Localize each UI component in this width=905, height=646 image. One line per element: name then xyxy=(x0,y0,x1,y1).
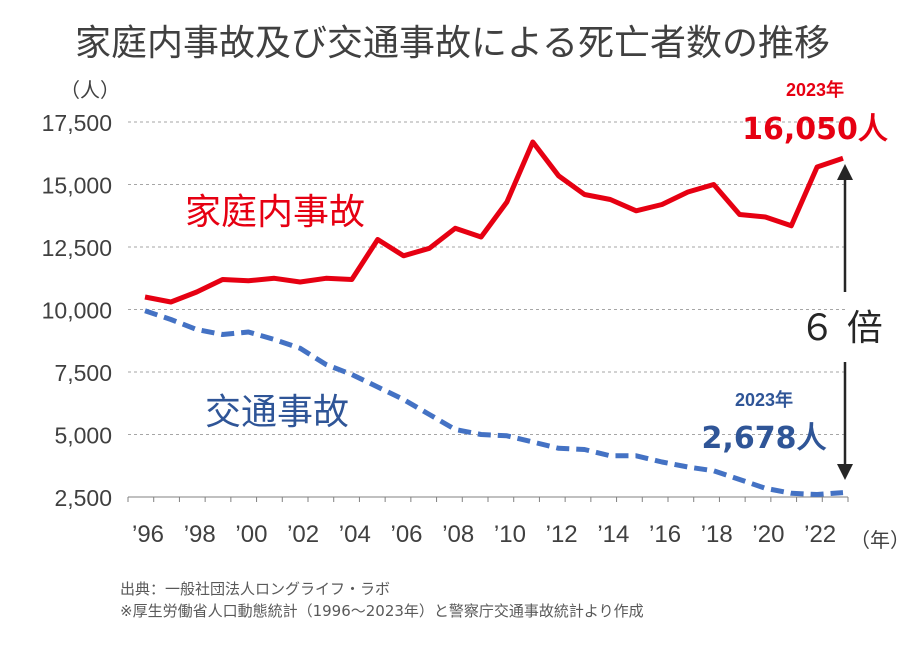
y-axis-unit: （人） xyxy=(60,78,120,102)
x-tick-label: ’98 xyxy=(184,521,216,548)
y-tick-label: 2,500 xyxy=(54,485,112,511)
x-tick-label: ’20 xyxy=(752,521,784,548)
home-annotation-value: 16,050人 xyxy=(742,112,888,147)
chart-title: 家庭内事故及び交通事故による死亡者数の推移 xyxy=(75,23,830,64)
x-tick-label: ’18 xyxy=(701,521,733,548)
ratio-arrowhead-up xyxy=(837,164,853,180)
series-line-home xyxy=(144,139,844,305)
y-tick-label: 5,000 xyxy=(54,423,112,449)
x-tick-label: ’08 xyxy=(442,521,474,548)
series-label-home: 家庭内事故 xyxy=(185,192,365,233)
ratio-label: ６ 倍 xyxy=(799,308,882,349)
x-tick-label: ’22 xyxy=(804,521,836,548)
home-annotation-year: 2023年 xyxy=(786,79,844,100)
x-tick-label: ’02 xyxy=(287,521,319,548)
x-axis-unit: （年） xyxy=(850,528,905,552)
y-tick-label: 10,000 xyxy=(42,298,112,324)
y-tick-label: 7,500 xyxy=(54,360,112,386)
x-tick-label: ’12 xyxy=(546,521,578,548)
traffic-annotation-value: 2,678人 xyxy=(702,421,827,456)
ratio-arrowhead-down xyxy=(837,464,853,480)
y-tick-label: 12,500 xyxy=(42,235,112,261)
x-tick-label: ’10 xyxy=(494,521,526,548)
series-line-traffic xyxy=(144,308,844,497)
y-tick-label: 17,500 xyxy=(42,110,112,136)
x-tick-label: ’14 xyxy=(597,521,629,548)
series-label-traffic: 交通事故 xyxy=(205,392,349,433)
y-tick-label: 15,000 xyxy=(42,173,112,199)
method-note: ※厚生労働省人口動態統計（1996～2023年）と警察庁交通事故統計より作成 xyxy=(120,602,644,620)
x-tick-label: ’16 xyxy=(649,521,681,548)
x-tick-label: ’00 xyxy=(235,521,267,548)
source-note: 出典：一般社団法人ロングライフ・ラボ xyxy=(120,580,391,598)
x-tick-label: ’96 xyxy=(132,521,164,548)
x-tick-label: ’04 xyxy=(339,521,371,548)
traffic-annotation-year: 2023年 xyxy=(735,389,793,410)
x-tick-label: ’06 xyxy=(391,521,423,548)
